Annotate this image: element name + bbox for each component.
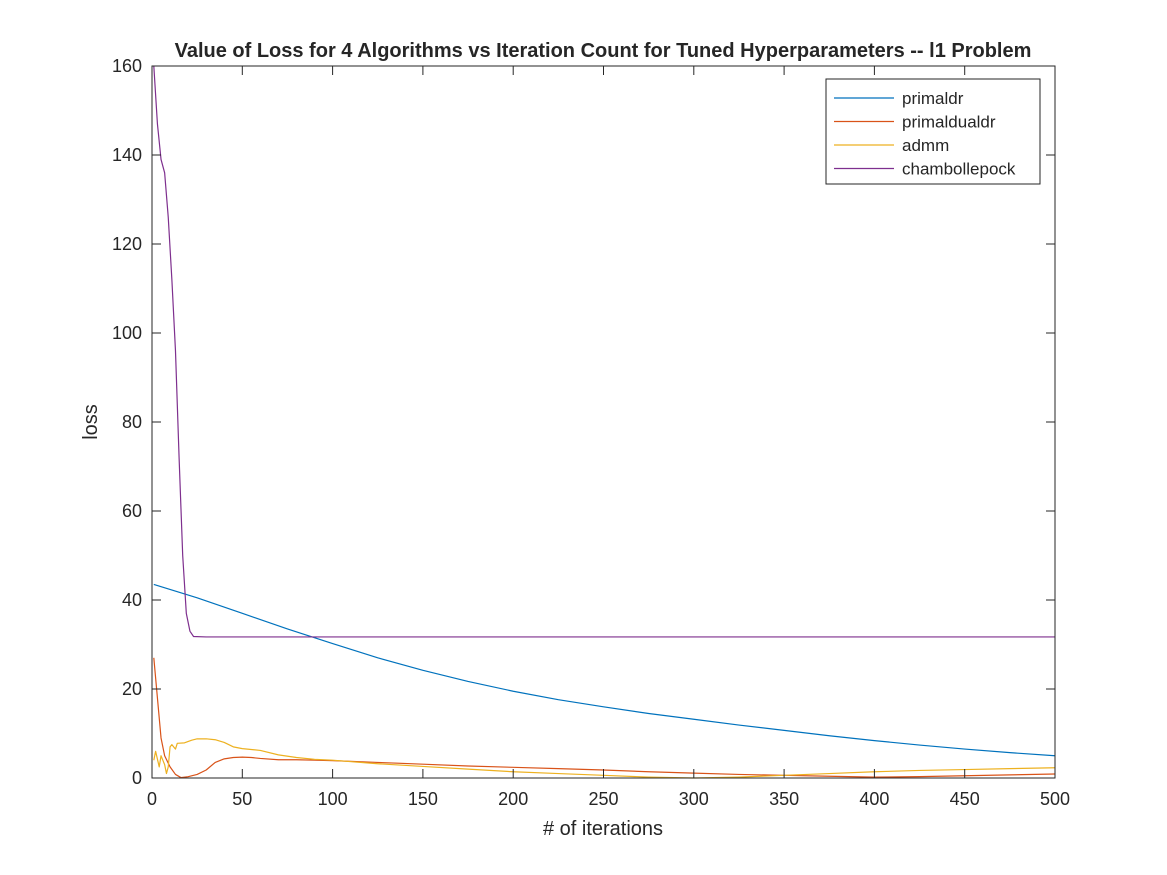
- plot-area: [152, 66, 1055, 778]
- legend-label-primaldualdr: primaldualdr: [902, 113, 996, 132]
- legend: primaldr primaldualdr admm chambollepock: [825, 78, 1041, 185]
- y-tick-label: 100: [112, 323, 142, 343]
- y-tick-label: 80: [122, 412, 142, 432]
- x-tick-label: 150: [408, 789, 438, 809]
- series-line-primaldr: [153, 583, 1056, 757]
- legend-box: [825, 78, 1041, 185]
- x-tick-label: 500: [1040, 789, 1070, 809]
- chart-title: Value of Loss for 4 Algorithms vs Iterat…: [175, 40, 1032, 62]
- x-tick-label: 50: [232, 789, 252, 809]
- legend-label-admm: admm: [902, 136, 949, 155]
- x-tick-label: 450: [950, 789, 980, 809]
- y-tick-label: 160: [112, 56, 142, 76]
- x-axis-label: # of iterations: [543, 818, 663, 840]
- x-tick-label: 0: [147, 789, 157, 809]
- x-tick-label: 100: [318, 789, 348, 809]
- y-tick-label: 120: [112, 234, 142, 254]
- y-tick-label: 20: [122, 679, 142, 699]
- series-line-chambollepock: [153, 65, 1055, 638]
- y-tick-label: 60: [122, 501, 142, 521]
- x-tick-label: 200: [498, 789, 528, 809]
- y-axis-label: loss: [80, 404, 102, 440]
- series-layer: [153, 65, 1056, 779]
- legend-label-chambollepock: chambollepock: [902, 160, 1016, 179]
- legend-label-primaldr: primaldr: [902, 89, 964, 108]
- series-line-admm: [153, 738, 1056, 779]
- x-tick-label: 400: [859, 789, 889, 809]
- tick-layer: 0 50 100 150 200 250 300 350 400 450 500 0 20 40 60 80 1…: [112, 56, 1070, 809]
- y-tick-label: 0: [132, 768, 142, 788]
- axes-box: [151, 65, 1056, 779]
- y-tick-label: 40: [122, 590, 142, 610]
- legend-items: primaldr primaldualdr admm chambollepock: [834, 89, 1016, 179]
- y-tick-label: 140: [112, 145, 142, 165]
- x-tick-label: 250: [588, 789, 618, 809]
- x-tick-label: 350: [769, 789, 799, 809]
- x-tick-label: 300: [679, 789, 709, 809]
